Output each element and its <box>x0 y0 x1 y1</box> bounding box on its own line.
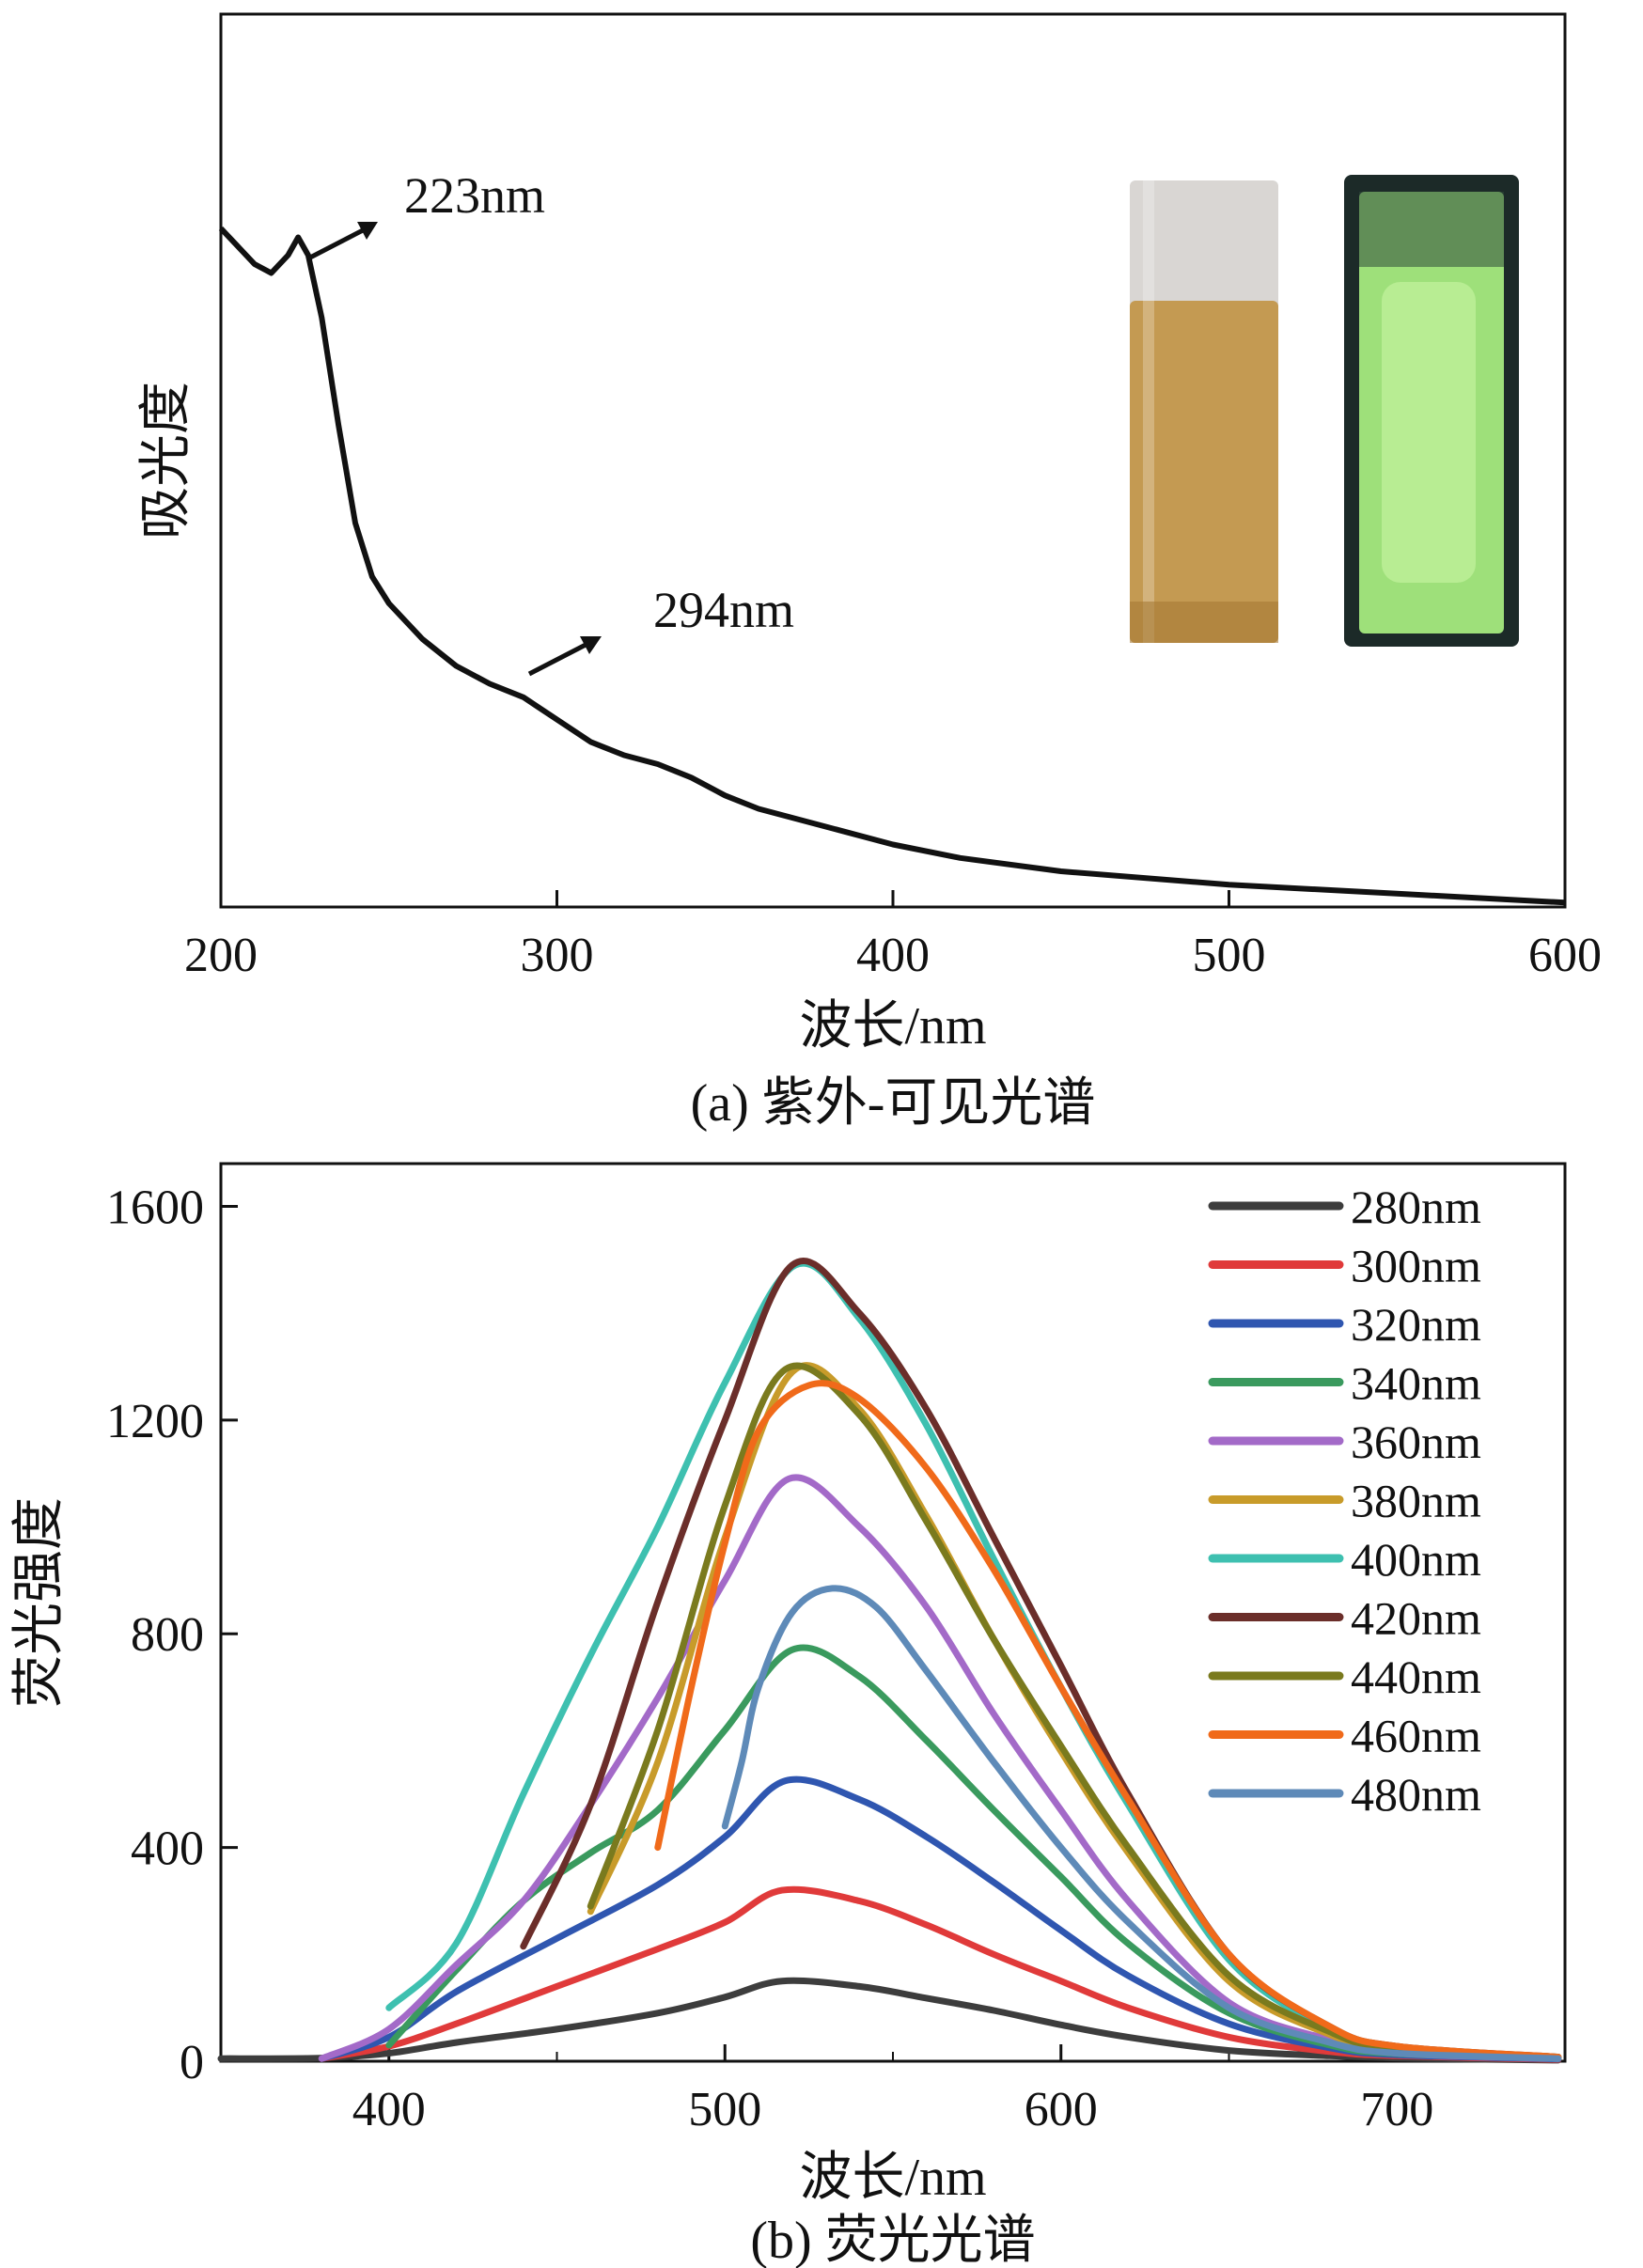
panel-a-ylabel: 吸光度 <box>137 382 196 540</box>
panel-b: 400 500 600 700 0 400 800 1200 1600 280nm 300nm 32… <box>10 1162 1567 2268</box>
series-line-300nm <box>318 1885 1562 2063</box>
legend-label: 320nm <box>1351 1298 1481 1351</box>
series-line-460nm <box>654 1380 1562 2060</box>
series-line-280nm <box>217 1977 1562 2064</box>
series-line-400nm <box>385 1259 1562 2060</box>
annotation-294: 294nm <box>527 582 794 677</box>
series-line-480nm <box>721 1585 1562 2062</box>
panel-b-xtick-label: 400 <box>352 2083 426 2136</box>
panel-b-ticks <box>221 1204 1399 2063</box>
panel-b-ytick-label: 400 <box>131 1822 204 1876</box>
panel-b-series <box>217 1258 1562 2064</box>
legend-label: 420nm <box>1351 1592 1481 1645</box>
vial-daylight-liquid <box>1130 301 1278 643</box>
panel-a-xtick-label: 400 <box>856 929 930 982</box>
panel-b-ytick-label: 0 <box>180 2036 204 2089</box>
vial-daylight-photo <box>1130 180 1278 643</box>
panel-b-xtick-label: 500 <box>688 2083 761 2136</box>
series-line-320nm <box>318 1775 1562 2063</box>
panel-a-xtick-label: 300 <box>521 929 594 982</box>
annotation-223: 223nm <box>306 167 545 261</box>
legend-label: 480nm <box>1351 1768 1481 1821</box>
panel-a-xtick-label: 500 <box>1193 929 1266 982</box>
vial-uv-photo <box>1344 175 1519 647</box>
legend-label: 280nm <box>1351 1181 1481 1233</box>
panel-a-ticks <box>219 890 1567 907</box>
legend-label: 440nm <box>1351 1650 1481 1703</box>
panel-b-legend: 280nm 300nm 320nm 340nm 360nm 380nm 400nm 420nm… <box>1208 1181 1481 1821</box>
panel-b-caption: (b) 荧光光谱 <box>750 2212 1035 2268</box>
panel-a-xtick-label: 200 <box>184 929 258 982</box>
arrow-223-head <box>357 222 378 240</box>
series-line-440nm <box>587 1362 1562 2062</box>
panel-b-ytick-label: 1200 <box>106 1395 204 1448</box>
panel-a-xlabel: 波长/nm <box>799 997 986 1056</box>
panel-b-ylabel: 荧光强度 <box>10 1497 69 1708</box>
legend-label: 300nm <box>1351 1240 1481 1292</box>
panel-a-caption: (a) 紫外-可见光谱 <box>691 1074 1096 1133</box>
panel-a-xtick-label: 600 <box>1528 929 1602 982</box>
arrow-223 <box>306 227 367 261</box>
annotation-223-label: 223nm <box>404 167 545 224</box>
panel-b-xtick-label: 600 <box>1025 2083 1098 2136</box>
vial-uv-glow <box>1382 282 1476 583</box>
legend-label: 400nm <box>1351 1533 1481 1586</box>
legend-label: 360nm <box>1351 1416 1481 1468</box>
vial-daylight-base <box>1130 602 1278 643</box>
panel-b-ytick-label: 800 <box>131 1608 204 1662</box>
annotation-294-label: 294nm <box>653 582 794 638</box>
arrow-294 <box>527 641 589 677</box>
legend-label: 340nm <box>1351 1357 1481 1410</box>
panel-b-xtick-label: 700 <box>1360 2083 1433 2136</box>
series-line-360nm <box>318 1474 1562 2062</box>
legend-label: 380nm <box>1351 1475 1481 1527</box>
panel-b-tick-labels: 400 500 600 700 0 400 800 1200 1600 <box>106 1181 1433 2136</box>
absorbance-line <box>218 226 1566 906</box>
panel-b-xlabel: 波长/nm <box>799 2149 986 2207</box>
vial-uv-shadow <box>1359 192 1504 267</box>
panel-b-ytick-label: 1600 <box>106 1181 204 1234</box>
vial-daylight-glare <box>1143 180 1154 643</box>
panel-a: 200 300 400 500 600 223nm 294nm 吸光度 波长/nm <box>137 12 1602 1133</box>
panel-a-tick-labels: 200 300 400 500 600 <box>184 929 1602 982</box>
arrow-294-head <box>580 636 602 654</box>
legend-label: 460nm <box>1351 1710 1481 1762</box>
